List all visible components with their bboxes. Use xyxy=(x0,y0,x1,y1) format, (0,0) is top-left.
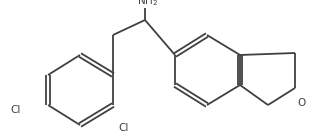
Text: O: O xyxy=(297,98,305,108)
Text: Cl: Cl xyxy=(118,123,128,133)
Text: Cl: Cl xyxy=(10,105,20,115)
Text: NH$_2$: NH$_2$ xyxy=(137,0,159,8)
